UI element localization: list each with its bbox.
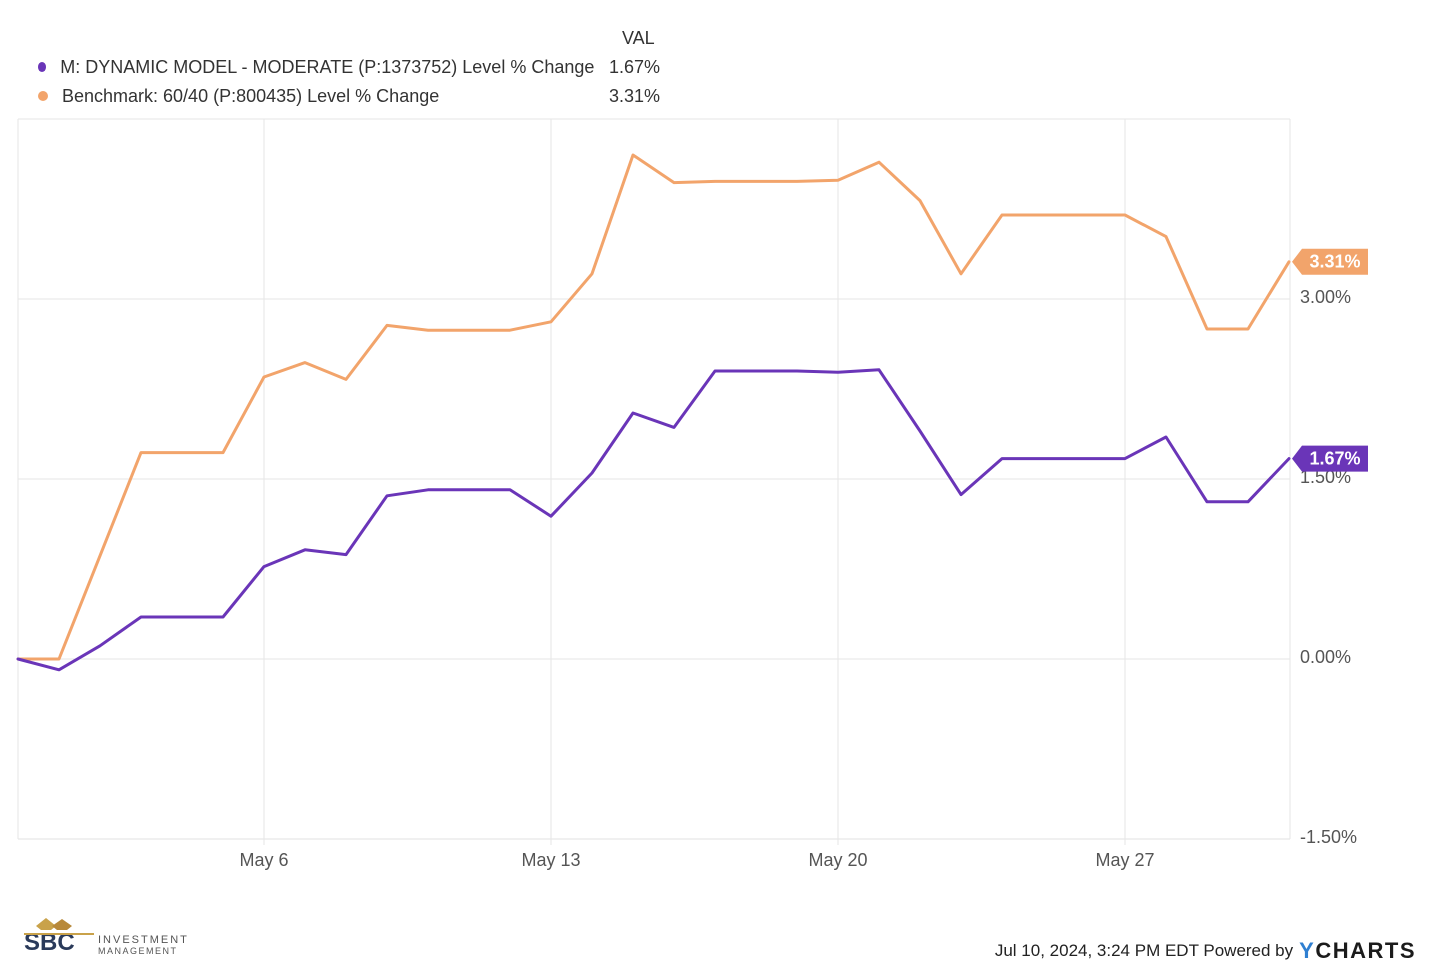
ycharts-logo[interactable]: YCHARTS [1299,938,1416,964]
logo-rule [24,933,94,935]
legend-marker-model [38,62,47,72]
legend-header: VAL [622,28,655,48]
benchmark-end-label: 3.31% [1292,248,1368,275]
model-end-label: 1.67% [1292,445,1368,472]
y-tick-label: 1.50% [1300,467,1351,487]
logo-graphic: SBC INVESTMENT MANAGEMENT [24,918,189,956]
legend-item-benchmark[interactable]: Benchmark: 60/40 (P:800435) Level % Chan… [30,83,660,109]
end-label-tag [1292,248,1368,275]
logo-crest-icon [36,918,56,930]
line-chart: 3.00% 1.50% 0.00% -1.50% May 6 May 13 May 20 Ma… [16,118,1368,870]
chart-series [16,153,1291,672]
legend-item-model[interactable]: M: DYNAMIC MODEL - MODERATE (P:1373752) … [30,54,660,80]
chart-grid [17,118,1291,845]
y-tick-label: 0.00% [1300,647,1351,667]
legend-value-model: 1.67% [608,56,660,77]
logo-crest-icon-2 [52,919,72,930]
ycharts-logo-y: Y [1299,938,1316,963]
logo-secondary-text-2: MANAGEMENT [98,946,178,956]
benchmark-line [16,153,1291,661]
logo-secondary-text-1: INVESTMENT [98,934,189,946]
x-tick-label: May 6 [239,850,288,870]
end-label-text: 3.31% [1309,252,1360,272]
model-line [16,368,1291,672]
y-tick-label: 3.00% [1300,287,1351,307]
legend-value-benchmark: 3.31% [608,85,660,106]
legend-label-model: M: DYNAMIC MODEL - MODERATE (P:1373752) … [60,56,595,77]
end-label-tag [1292,445,1368,472]
x-tick-label: May 20 [808,850,867,870]
legend-marker-benchmark [38,91,48,101]
timestamp-text: Jul 10, 2024, 3:24 PM EDT Powered by [994,941,1294,960]
legend-label-benchmark: Benchmark: 60/40 (P:800435) Level % Chan… [62,85,440,106]
end-label-text: 1.67% [1309,448,1360,468]
footer-attribution: Jul 10, 2024, 3:24 PM EDT Powered by YCH… [995,938,1416,964]
sbc-logo: SBC INVESTMENT MANAGEMENT [24,916,214,960]
ycharts-logo-text: CHARTS [1315,938,1416,963]
x-tick-label: May 27 [1095,850,1154,870]
x-tick-label: May 13 [521,850,580,870]
chart-axis-labels: 3.00% 1.50% 0.00% -1.50% May 6 May 13 May 20 Ma… [239,248,1368,870]
y-tick-label: -1.50% [1300,827,1357,847]
